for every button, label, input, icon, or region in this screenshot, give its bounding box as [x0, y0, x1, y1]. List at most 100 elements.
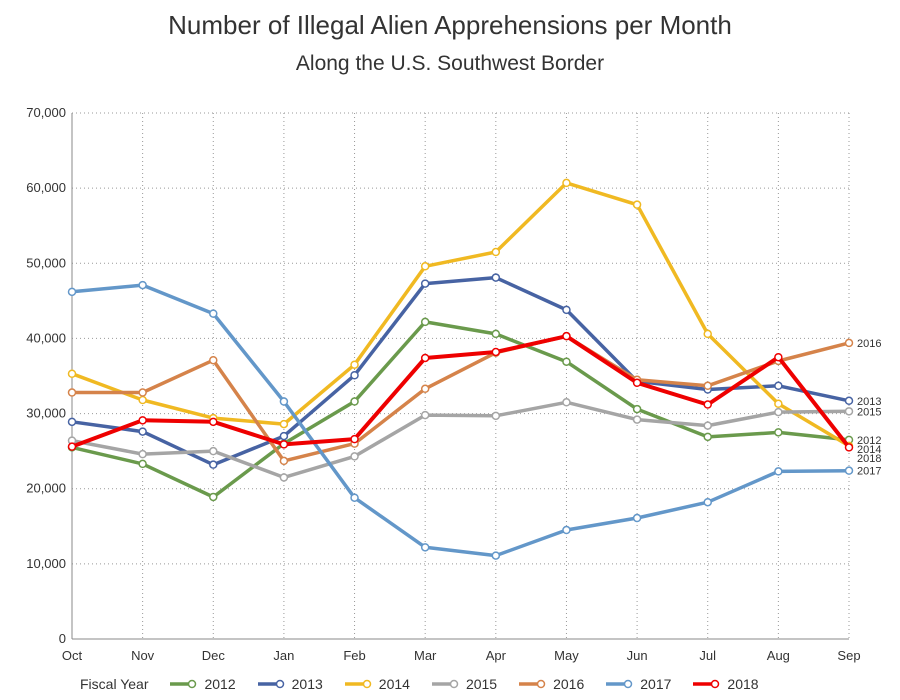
data-point [774, 428, 783, 437]
legend-label: 2014 [378, 676, 410, 692]
y-tick-label: 60,000 [26, 180, 66, 195]
data-point [279, 473, 289, 482]
data-point [491, 411, 501, 421]
y-tick-label: 10,000 [26, 556, 66, 571]
series-line [71, 283, 850, 558]
data-point [703, 400, 712, 409]
data-point [209, 460, 218, 469]
legend-swatch [519, 679, 546, 689]
data-point [491, 247, 501, 257]
legend: Fiscal Year 2012 2013 2014 2015 2016 2017 2018 [80, 673, 779, 695]
data-point [138, 388, 147, 397]
series-end-label: 2017 [857, 466, 881, 478]
data-point [420, 279, 430, 288]
series-2015 [67, 398, 854, 482]
chart-title: Number of Illegal Alien Apprehensions pe… [168, 10, 732, 40]
series-line [71, 275, 850, 467]
y-tick-label: 0 [59, 631, 66, 646]
series-lines [67, 178, 854, 560]
data-point [632, 200, 642, 209]
series-2017 [67, 280, 854, 560]
y-tick-label: 20,000 [26, 481, 66, 496]
series-end-label: 2015 [857, 406, 881, 418]
data-point [67, 388, 77, 397]
x-tick-label: Dec [202, 648, 226, 663]
data-point [279, 456, 289, 466]
data-point [562, 525, 571, 535]
data-point [491, 273, 501, 282]
x-tick-label: Apr [486, 648, 507, 663]
data-point [703, 421, 712, 430]
data-point [420, 410, 430, 420]
data-point [844, 443, 854, 452]
data-point [138, 395, 147, 405]
series-2018 [67, 331, 854, 452]
legend-label: 2013 [291, 676, 323, 692]
data-point [562, 398, 571, 407]
legend-item-2018: 2018 [691, 676, 759, 692]
data-point [562, 331, 571, 341]
data-point [138, 280, 147, 290]
legend-label: 2012 [204, 676, 236, 692]
data-point [420, 353, 430, 363]
data-point [350, 360, 359, 369]
x-tick-label: May [554, 648, 579, 663]
series-end-label: 2018 [857, 453, 881, 465]
legend-item-2017: 2017 [604, 676, 671, 692]
data-point [562, 357, 571, 366]
legend-item-2012: 2012 [168, 676, 236, 692]
legend-swatch [257, 679, 284, 689]
data-point [209, 417, 218, 427]
legend-item-2015: 2015 [430, 676, 497, 692]
data-point [703, 381, 712, 391]
series-line [71, 334, 851, 449]
x-tick-label: Aug [767, 648, 790, 663]
data-point [844, 466, 854, 475]
data-point [138, 449, 147, 459]
data-point [67, 287, 77, 297]
legend-swatch [170, 679, 197, 689]
data-point [774, 381, 783, 391]
data-point [703, 497, 712, 507]
series-line [72, 334, 850, 463]
legend-item-2014: 2014 [343, 676, 410, 692]
data-point [138, 427, 147, 436]
data-point [209, 446, 218, 456]
x-tick-label: Oct [62, 648, 83, 663]
data-point [774, 352, 783, 362]
data-point [491, 329, 501, 339]
y-tick-label: 30,000 [26, 406, 66, 421]
series-line [71, 181, 850, 448]
data-point [209, 355, 218, 365]
x-tick-label: Nov [131, 648, 155, 663]
y-tick-label: 50,000 [26, 255, 66, 270]
series-end-label: 2013 [857, 396, 881, 408]
x-tick-label: Feb [343, 648, 365, 663]
data-point [774, 407, 783, 417]
legend-label: 2016 [553, 676, 585, 692]
data-point [67, 369, 77, 378]
data-point [138, 416, 147, 425]
series-2016 [67, 331, 854, 466]
gridlines [71, 112, 850, 639]
legend-label: 2017 [640, 676, 672, 692]
data-point [703, 432, 712, 442]
data-point [774, 399, 783, 409]
y-tick-label: 40,000 [26, 330, 66, 345]
series-end-label: 2016 [857, 338, 881, 350]
data-point [562, 178, 571, 188]
data-point [562, 305, 571, 315]
axes: 0 10,000 20,000 30,000 40,000 50,000 60,000 70,… [26, 105, 860, 663]
chart-subtitle: Along the U.S. Southwest Border [295, 52, 605, 75]
data-point [632, 513, 642, 523]
x-tick-label: Jul [699, 648, 716, 663]
data-point [491, 347, 501, 357]
legend-swatch [344, 679, 372, 689]
data-point [350, 370, 359, 380]
data-point [774, 467, 783, 476]
series-end-label: 2014 [857, 444, 881, 456]
legend-swatch [606, 679, 633, 689]
data-point [350, 493, 359, 502]
x-tick-label: Jan [273, 648, 294, 663]
